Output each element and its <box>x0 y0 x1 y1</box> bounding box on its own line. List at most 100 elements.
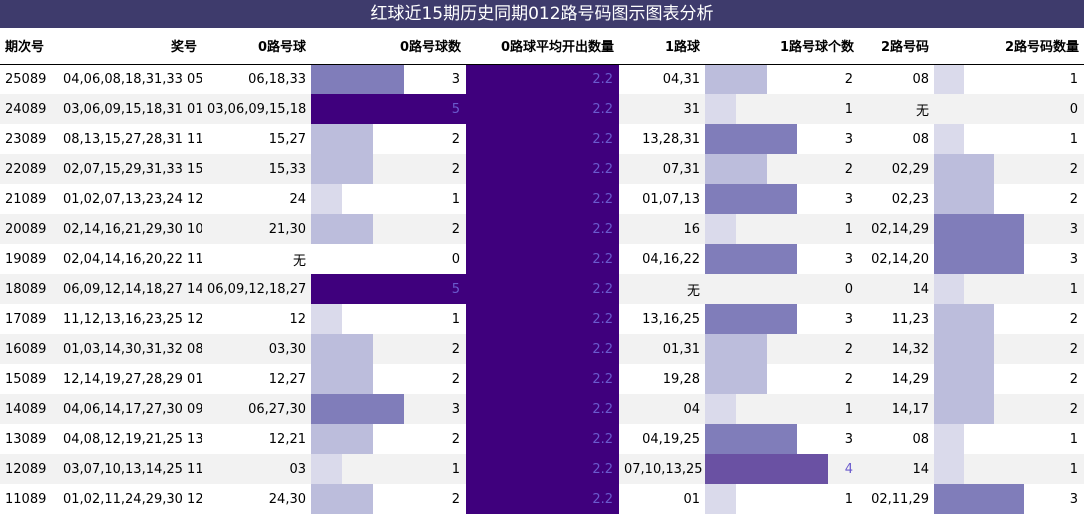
route2-count: 2 <box>934 364 1084 394</box>
route0-average-label: 2.2 <box>592 101 613 117</box>
period-cell: 21089 <box>5 191 47 207</box>
route1-count-bar <box>705 394 736 424</box>
route0-count: 2 <box>311 334 466 364</box>
route2-count: 2 <box>934 184 1084 214</box>
period-cell: 13089 <box>5 431 47 447</box>
route2-balls-cell: 02,14,20 <box>871 251 929 267</box>
route2-balls-cell: 02,14,29 <box>859 214 934 244</box>
route1-balls-cell: 04 <box>619 394 705 424</box>
route0-balls-cell: 06,09,12,18,27 <box>202 274 311 304</box>
route0-balls-cell: 06,18,33 <box>248 71 306 87</box>
route1-balls-cell: 04,19,25 <box>642 431 700 447</box>
route0-average-label: 2.2 <box>592 71 613 87</box>
route2-balls-cell: 02,23 <box>891 191 929 207</box>
route2-count: 1 <box>934 424 1084 454</box>
route0-count: 1 <box>311 184 466 214</box>
route0-balls-cell: 24 <box>289 191 306 207</box>
numbers-cell: 12,14,19,27,28,29 01 <box>63 371 202 387</box>
route2-count: 1 <box>934 274 1084 304</box>
period-cell: 15089 <box>5 371 47 387</box>
numbers-cell: 03,06,09,15,18,31 01 <box>58 94 202 124</box>
route0-average-cell: 2.2 <box>466 274 619 304</box>
route0-count-label: 2 <box>451 491 460 507</box>
table-row: 11089 01,02,11,24,29,30 12 24,30 2 2.2 01 1 02,… <box>0 484 1084 514</box>
route0-average-label: 2.2 <box>592 191 613 207</box>
route0-count-label: 2 <box>451 221 460 237</box>
table-row: 15089 12,14,19,27,28,29 01 12,27 2 2.2 19,28 2… <box>0 364 1084 394</box>
route0-balls-cell: 06,27,30 <box>202 394 311 424</box>
route1-count-label: 3 <box>844 131 853 147</box>
route0-count: 2 <box>311 124 466 154</box>
route0-count-label: 0 <box>451 251 460 267</box>
route0-count-bar <box>311 64 404 94</box>
header-route0-count: 0路号球数 <box>311 28 466 65</box>
route0-balls-cell: 12,21 <box>268 431 306 447</box>
route0-average-label: 2.2 <box>592 281 613 297</box>
route0-balls-cell: 24,30 <box>268 491 306 507</box>
route0-average-cell: 2.2 <box>466 394 619 424</box>
table-row: 17089 11,12,13,16,23,25 12 12 1 2.2 13,16,25 3… <box>0 304 1084 334</box>
route0-count-bar <box>311 424 373 454</box>
route2-count-label: 3 <box>1069 491 1078 507</box>
table-row: 19089 02,04,14,16,20,22 11 无 0 2.2 04,16,22 3 0… <box>0 244 1084 274</box>
route1-balls-cell: 07,10,13,25 <box>619 454 705 484</box>
route0-count-label: 2 <box>451 131 460 147</box>
route2-balls-cell: 无 <box>859 94 934 124</box>
route1-count-label: 1 <box>844 221 853 237</box>
route0-count-bar <box>311 304 342 334</box>
route1-balls-cell: 13,28,31 <box>642 131 700 147</box>
header-route2-count: 2路号码数量 <box>934 28 1084 65</box>
route1-balls-cell: 19,28 <box>662 371 700 387</box>
route2-count-bar <box>934 424 964 454</box>
route1-count-bar <box>705 214 736 244</box>
route2-count-label: 1 <box>1069 461 1078 477</box>
route1-balls-cell: 16 <box>619 214 705 244</box>
route2-balls-cell: 14,29 <box>891 371 929 387</box>
route2-count-label: 3 <box>1069 221 1078 237</box>
route2-count-bar <box>934 214 1024 244</box>
route0-average-cell: 2.2 <box>466 64 619 94</box>
route2-count-label: 1 <box>1069 131 1078 147</box>
route1-count-bar <box>705 184 798 214</box>
period-cell: 17089 <box>5 311 47 327</box>
route0-count-label: 5 <box>451 101 460 117</box>
route0-average-cell: 2.2 <box>466 184 619 214</box>
route0-average-cell: 2.2 <box>466 244 619 274</box>
route1-count-label: 3 <box>844 251 853 267</box>
route2-count: 1 <box>934 454 1084 484</box>
route0-count: 2 <box>311 484 466 514</box>
route2-count-bar <box>934 184 994 214</box>
route1-count-label: 2 <box>844 341 853 357</box>
route2-balls-cell: 02,29 <box>859 154 934 184</box>
route0-count-label: 3 <box>451 401 460 417</box>
route1-balls-cell: 无 <box>619 274 705 304</box>
route2-count-bar <box>934 124 964 154</box>
route2-balls-cell: 14 <box>859 454 934 484</box>
numbers-cell: 04,06,08,18,31,33 05 <box>63 71 202 87</box>
route0-count-label: 2 <box>451 371 460 387</box>
route0-average-cell: 2.2 <box>466 214 619 244</box>
period-cell: 22089 <box>0 154 58 184</box>
route2-count: 0 <box>934 94 1084 124</box>
table-row: 16089 01,03,14,30,31,32 08 03,30 2 2.2 01,31 2… <box>0 334 1084 364</box>
route2-count-label: 2 <box>1069 311 1078 327</box>
route2-count-label: 1 <box>1069 431 1078 447</box>
route0-average-cell: 2.2 <box>466 154 619 184</box>
analysis-table: 期次号 奖号 0路号球 0路号球数 0路球平均开出数量 1路球 1路号球个数 2… <box>0 28 1084 514</box>
route0-average-label: 2.2 <box>592 431 613 447</box>
route1-count: 2 <box>705 364 859 394</box>
route0-count-bar <box>311 454 342 484</box>
route1-count-bar <box>705 64 767 94</box>
numbers-cell: 02,14,16,21,29,30 10 <box>58 214 202 244</box>
route0-count-bar <box>311 154 373 184</box>
route1-count-bar <box>705 364 767 394</box>
route0-average-cell: 2.2 <box>466 334 619 364</box>
route1-count-bar <box>705 424 798 454</box>
route1-count-label: 4 <box>844 461 853 477</box>
table-row: 12089 03,07,10,13,14,25 11 03 1 2.2 07,10,13,… <box>0 454 1084 484</box>
route0-count: 3 <box>311 64 466 94</box>
route0-balls-cell: 15,33 <box>202 154 311 184</box>
route2-count: 3 <box>934 484 1084 514</box>
route1-balls-cell: 01,07,13 <box>642 191 700 207</box>
route2-count-label: 1 <box>1069 71 1078 87</box>
